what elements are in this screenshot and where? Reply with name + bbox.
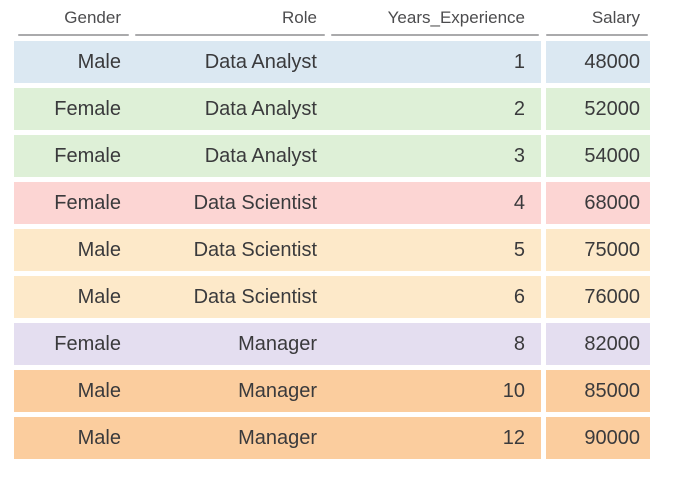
header-row: Gender Role Years_Experience Salary [14, 0, 650, 36]
cell-role: Data Analyst [204, 144, 317, 167]
cell-gender: Female [54, 144, 121, 167]
cell-years-experience: 2 [513, 97, 525, 120]
table-row: Female Data Analyst 3 54000 [14, 135, 650, 177]
cell-gender: Female [54, 332, 121, 355]
column-header-years-experience: Years_Experience [327, 0, 541, 36]
table-row: Male Data Scientist 6 76000 [14, 276, 650, 318]
cell-role: Data Scientist [193, 238, 317, 261]
table-row: Female Manager 8 82000 [14, 323, 650, 365]
cell-years-experience: 12 [502, 426, 525, 449]
cell-gender: Female [54, 97, 121, 120]
cell-role: Manager [238, 379, 317, 402]
table-row: Male Data Analyst 1 48000 [14, 41, 650, 83]
cell-salary: 52000 [541, 88, 650, 130]
table-row: Male Data Scientist 5 75000 [14, 229, 650, 271]
cell-years-experience: 8 [513, 332, 525, 355]
cell-role: Manager [238, 332, 317, 355]
cell-salary: 76000 [541, 276, 650, 318]
cell-role: Data Analyst [204, 97, 317, 120]
cell-salary: 68000 [541, 182, 650, 224]
cell-salary: 75000 [541, 229, 650, 271]
cell-salary: 82000 [541, 323, 650, 365]
cell-years-experience: 6 [513, 285, 525, 308]
column-header-role: Role [131, 0, 327, 36]
cell-years-experience: 3 [513, 144, 525, 167]
column-header-gender: Gender [14, 0, 131, 36]
data-table: Gender Role Years_Experience Salary Male… [14, 0, 650, 464]
table-row: Female Data Scientist 4 68000 [14, 182, 650, 224]
cell-gender: Male [77, 379, 121, 402]
cell-role: Manager [238, 426, 317, 449]
table-row: Female Data Analyst 2 52000 [14, 88, 650, 130]
cell-years-experience: 1 [513, 50, 525, 73]
cell-role: Data Scientist [193, 191, 317, 214]
cell-years-experience: 5 [513, 238, 525, 261]
cell-role: Data Analyst [204, 50, 317, 73]
cell-gender: Male [77, 50, 121, 73]
cell-salary: 48000 [541, 41, 650, 83]
cell-salary: 90000 [541, 417, 650, 459]
table-row: Male Manager 12 90000 [14, 417, 650, 459]
table-row: Male Manager 10 85000 [14, 370, 650, 412]
table-body: Male Data Analyst 1 48000 Female Data An… [14, 41, 650, 459]
cell-gender: Female [54, 191, 121, 214]
cell-gender: Male [77, 285, 121, 308]
cell-years-experience: 10 [502, 379, 525, 402]
table-header: Gender Role Years_Experience Salary [14, 0, 650, 36]
cell-gender: Male [77, 426, 121, 449]
cell-salary: 85000 [541, 370, 650, 412]
cell-years-experience: 4 [513, 191, 525, 214]
column-header-salary: Salary [541, 0, 650, 36]
cell-salary: 54000 [541, 135, 650, 177]
cell-gender: Male [77, 238, 121, 261]
cell-role: Data Scientist [193, 285, 317, 308]
